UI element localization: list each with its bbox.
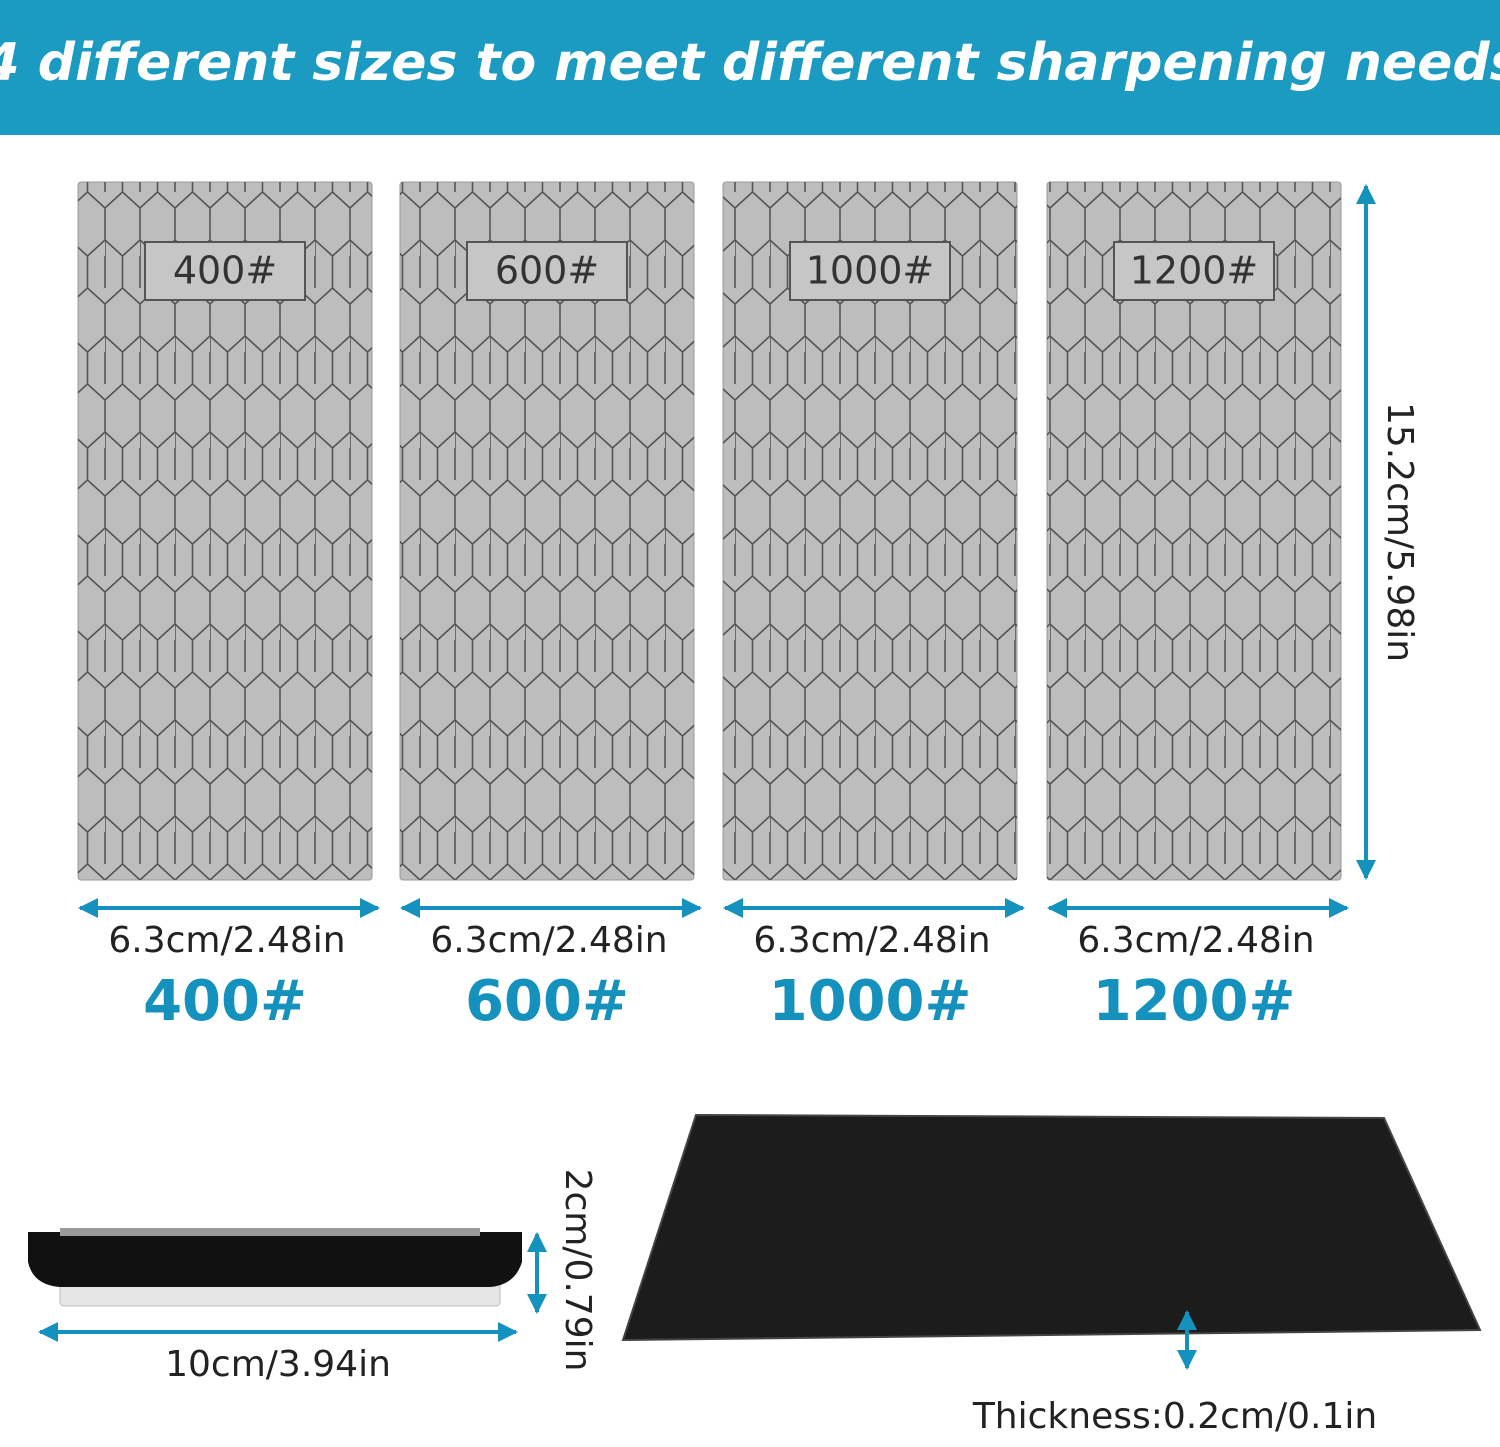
plate-width: 6.3cm/2.48in [753,920,990,961]
plates: 400# 6.3cm/2.48in 400# 600# 6.3cm/2.48in 600#… [77,181,1349,1034]
plate-label-box [1113,241,1275,301]
holder-plate [60,1228,480,1236]
grit-label: 1200# [1093,969,1296,1034]
plate-width: 6.3cm/2.48in [108,920,345,961]
pad-thickness: Thickness:0.2cm/0.1in [972,1396,1377,1437]
holder-base [28,1232,522,1287]
plate-label: 400# [173,249,277,293]
plate-label-box [789,241,951,301]
plate-label: 1000# [806,249,935,293]
plate-label-box [466,241,628,301]
plate-label: 600# [495,249,599,293]
holder-length: 10cm/3.94in [165,1344,391,1385]
plate-label: 1200# [1130,249,1259,293]
grit-label: 600# [465,969,629,1034]
grit-label: 1000# [769,969,972,1034]
plate-width: 6.3cm/2.48in [1077,920,1314,961]
plate-width: 6.3cm/2.48in [430,920,667,961]
holder-height: 2cm/0.79in [557,1169,598,1372]
holder [28,1228,522,1307]
grit-label: 400# [143,969,307,1034]
rubber-pad [621,1113,1482,1342]
header-title: 4 different sizes to meet different shar… [0,33,1500,93]
plate-height: 15.2cm/5.98in [1379,402,1420,662]
header-bar [0,0,1500,135]
plate-label-box [144,241,306,301]
